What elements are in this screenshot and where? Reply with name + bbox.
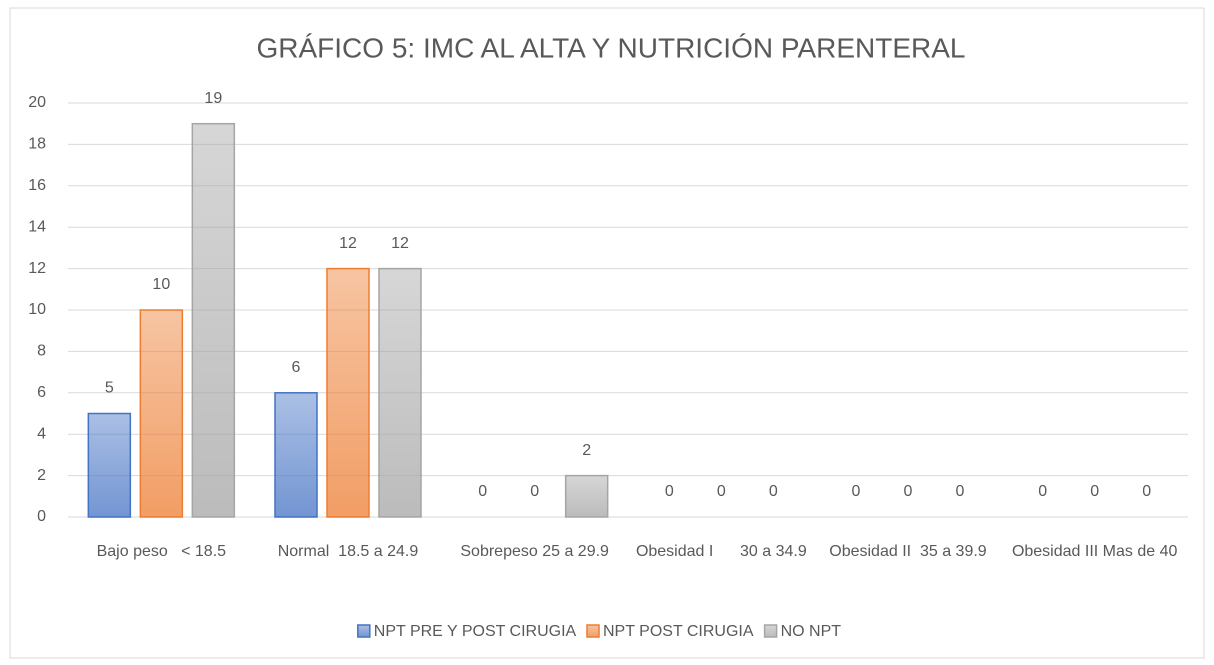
bar — [139, 309, 184, 518]
legend-label: NPT PRE Y POST CIRUGIA — [374, 623, 577, 640]
value-label: 2 — [582, 442, 591, 459]
bar — [326, 267, 370, 518]
y-tick-label: 2 — [37, 467, 46, 484]
value-label: 0 — [1090, 483, 1099, 500]
value-label: 5 — [105, 380, 114, 397]
y-tick-label: 4 — [37, 425, 46, 442]
value-label: 0 — [665, 483, 674, 500]
legend-label: NO NPT — [781, 623, 842, 640]
y-tick-label: 20 — [28, 94, 46, 111]
y-tick-label: 8 — [37, 343, 46, 360]
legend-swatch — [586, 624, 600, 638]
x-tick-label: Normal 18.5 a 24.9 — [277, 543, 419, 560]
y-tick-label: 18 — [28, 136, 46, 153]
bar — [378, 267, 422, 518]
y-tick-label: 12 — [28, 260, 46, 277]
legend-swatch — [763, 624, 778, 638]
bar — [274, 392, 318, 518]
value-label: 12 — [339, 235, 357, 252]
value-label: 6 — [292, 359, 301, 376]
y-tick-label: 16 — [28, 177, 46, 194]
value-label: 0 — [852, 483, 861, 500]
x-tick-label: Obesidad III Mas de 40 — [1011, 543, 1178, 560]
x-tick-label: Bajo peso < 18.5 — [96, 543, 227, 560]
value-label: 0 — [904, 483, 913, 500]
bar — [564, 474, 609, 518]
value-label: 19 — [204, 90, 222, 107]
bar — [191, 122, 236, 518]
value-label: 0 — [717, 483, 726, 500]
value-label: 0 — [1038, 483, 1047, 500]
value-label: 0 — [530, 483, 539, 500]
y-tick-label: 6 — [37, 384, 46, 401]
bar — [87, 412, 132, 518]
chart-title: GRÁFICO 5: IMC AL ALTA Y NUTRICIÓN PAREN… — [257, 32, 966, 63]
y-tick-label: 0 — [37, 508, 46, 525]
value-label: 0 — [769, 483, 778, 500]
y-tick-label: 10 — [28, 301, 46, 318]
legend-swatch — [357, 624, 371, 638]
x-tick-label: Obesidad II 35 a 39.9 — [829, 543, 987, 560]
value-label: 0 — [478, 483, 487, 500]
legend-label: NPT POST CIRUGIA — [603, 623, 754, 640]
value-label: 10 — [152, 276, 170, 293]
x-tick-label: Obesidad I 30 a 34.9 — [635, 543, 807, 560]
value-label: 12 — [391, 235, 409, 252]
y-tick-label: 14 — [28, 218, 46, 235]
value-label: 0 — [1142, 483, 1151, 500]
x-tick-label: Sobrepeso 25 a 29.9 — [460, 543, 609, 560]
value-label: 0 — [956, 483, 965, 500]
